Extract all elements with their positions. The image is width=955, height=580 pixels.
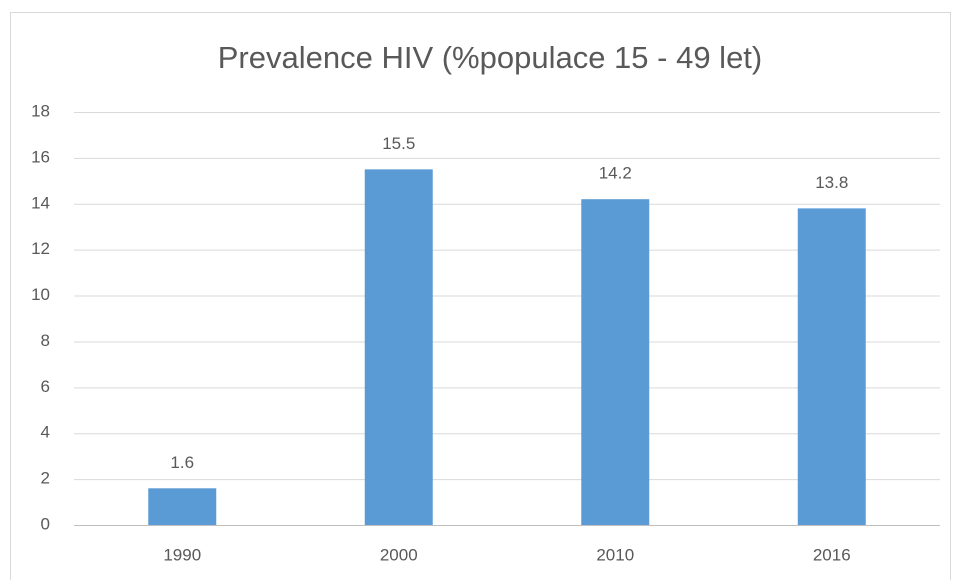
y-tick-label: 2: [41, 469, 50, 488]
x-tick-label: 2010: [596, 545, 634, 564]
bar: [148, 488, 217, 525]
data-label: 1.6: [170, 453, 194, 472]
data-label: 13.8: [815, 173, 848, 192]
y-tick-label: 0: [41, 514, 50, 533]
y-tick-label: 4: [41, 423, 50, 442]
y-tick-label: 14: [31, 193, 50, 212]
x-tick-label: 2016: [813, 545, 851, 564]
x-tick-label: 2000: [380, 545, 418, 564]
y-tick-label: 10: [31, 285, 50, 304]
y-tick-label: 8: [41, 331, 50, 350]
x-tick-label: 1990: [163, 545, 201, 564]
bar: [797, 208, 866, 525]
y-tick-label: 6: [41, 377, 50, 396]
y-tick-label: 12: [31, 239, 50, 258]
y-tick-label: 16: [31, 147, 50, 166]
data-label: 15.5: [382, 134, 415, 153]
bar: [364, 169, 433, 525]
y-tick-label: 18: [31, 101, 50, 120]
chart-title: Prevalence HIV (%populace 15 - 49 let): [218, 40, 763, 75]
data-label: 14.2: [599, 164, 632, 183]
bar: [581, 199, 650, 525]
